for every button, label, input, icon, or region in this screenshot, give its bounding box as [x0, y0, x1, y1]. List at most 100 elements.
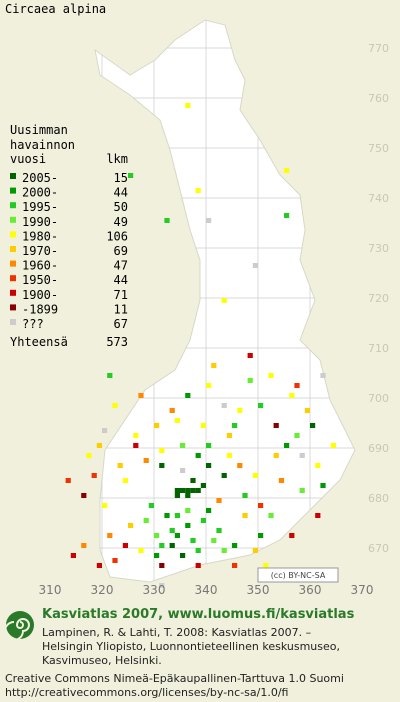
observation: [268, 513, 274, 518]
observation: [195, 488, 201, 493]
observation: [226, 453, 232, 458]
observation: [284, 168, 290, 173]
observation: [221, 473, 227, 478]
observation: [159, 563, 165, 568]
observation: [190, 478, 196, 483]
observation: [299, 488, 305, 493]
observation: [185, 523, 191, 528]
observation: [320, 373, 326, 378]
y-tick-label: 720: [368, 292, 389, 305]
observation: [65, 478, 71, 483]
observation: [284, 443, 290, 448]
observation: [154, 533, 160, 538]
logo: [4, 611, 34, 641]
observation: [206, 508, 212, 513]
observation: [174, 533, 180, 538]
y-tick-label: 670: [368, 542, 389, 555]
observation: [242, 513, 248, 518]
observation: [247, 378, 253, 383]
observation: [258, 403, 264, 408]
observation: [159, 463, 165, 468]
y-tick-label: 690: [368, 442, 389, 455]
legend-header: vuosi: [10, 152, 46, 166]
observation: [211, 363, 217, 368]
observation: [216, 498, 222, 503]
observation: [247, 353, 253, 358]
observation: [138, 548, 144, 553]
observation: [226, 433, 232, 438]
observation: [195, 548, 201, 553]
observation: [206, 383, 212, 388]
observation: [133, 443, 139, 448]
observation: [133, 433, 139, 438]
x-tick-label: 330: [143, 583, 166, 597]
y-tick-label: 750: [368, 142, 389, 155]
legend-swatch: [10, 216, 16, 223]
legend-swatch: [10, 173, 16, 179]
license-badge-text: (cc) BY-NC-SA: [271, 571, 326, 580]
legend-count: 71: [114, 288, 128, 302]
y-tick-label: 710: [368, 342, 389, 355]
observation: [263, 563, 269, 568]
observation: [221, 298, 227, 303]
observation: [164, 218, 170, 223]
observation: [174, 513, 180, 518]
y-tick-label: 760: [368, 92, 389, 105]
observation: [294, 433, 300, 438]
observation: [159, 448, 165, 453]
observation: [304, 408, 310, 413]
observation: [232, 543, 238, 548]
observation: [190, 538, 196, 543]
legend-label: 2000-: [22, 186, 58, 200]
observation: [289, 533, 295, 538]
observation: [320, 483, 326, 488]
citation: Lampinen, R. & Lahti, T. 2008: Kasviatla…: [42, 626, 311, 639]
observation: [122, 478, 128, 483]
observation: [154, 423, 160, 428]
observation: [143, 458, 149, 463]
legend-label: 1990-: [22, 215, 58, 229]
legend-count: 106: [106, 229, 128, 243]
observation: [268, 373, 274, 378]
observation: [206, 443, 212, 448]
observation: [102, 428, 108, 433]
observation: [169, 543, 175, 548]
legend-heading: Uusimman: [10, 123, 68, 137]
x-tick-label: 360: [299, 583, 322, 597]
observation: [252, 548, 258, 553]
observation: [195, 563, 201, 568]
legend-label: ???: [22, 317, 44, 331]
observation: [200, 423, 206, 428]
legend-heading: havainnon: [10, 138, 75, 152]
observation: [185, 508, 191, 513]
observation: [258, 503, 264, 508]
brand: Kasviatlas 2007, www.luomus.fi/kasviatla…: [42, 607, 355, 622]
observation: [195, 188, 201, 193]
legend-label: 1980-: [22, 229, 58, 243]
observation: [185, 103, 191, 108]
legend-swatch: [10, 275, 16, 282]
x-tick-label: 340: [195, 583, 218, 597]
observation: [164, 513, 170, 518]
observation: [315, 513, 321, 518]
legend-count: 11: [114, 302, 128, 316]
legend-label: 1970-: [22, 244, 58, 258]
legend-header: lkm: [106, 152, 128, 166]
observation: [180, 443, 186, 448]
observation: [252, 263, 258, 268]
observation: [221, 548, 227, 553]
observation: [180, 553, 186, 558]
legend-label: 1900-: [22, 288, 58, 302]
legend-count: 44: [114, 273, 128, 287]
observation: [185, 493, 191, 498]
legend-count: 50: [114, 200, 128, 214]
legend-label: 1960-: [22, 259, 58, 273]
observation: [237, 408, 243, 413]
y-tick-label: 730: [368, 242, 389, 255]
observation: [159, 543, 165, 548]
observation: [299, 453, 305, 458]
legend-total-label: Yhteensä: [10, 335, 68, 349]
y-tick-label: 680: [368, 492, 389, 505]
legend-count: 44: [114, 186, 128, 200]
